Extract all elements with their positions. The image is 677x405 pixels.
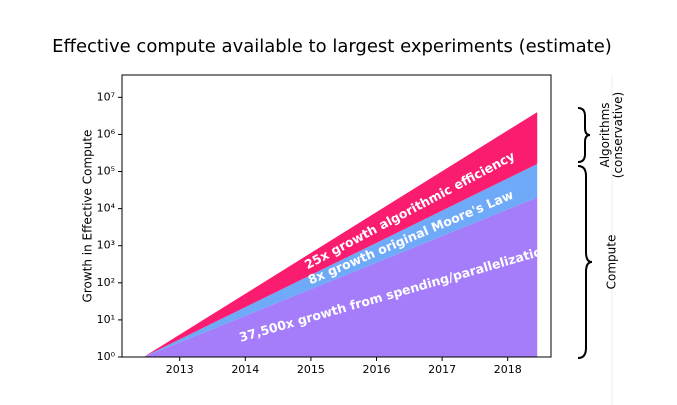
brace: [577, 165, 593, 359]
brace-label: (conservative): [611, 92, 625, 178]
y-tick-label: 10¹: [97, 313, 115, 326]
x-tick-label: 2018: [494, 363, 522, 376]
x-tick-label: 2017: [428, 363, 456, 376]
y-tick-label: 10⁵: [97, 165, 115, 178]
y-tick-label: 10²: [97, 276, 115, 289]
x-tick-label: 2013: [166, 363, 194, 376]
x-tick-label: 2014: [231, 363, 259, 376]
y-axis-label: Growth in Effective Compute: [81, 130, 95, 303]
x-tick-label: 2015: [297, 363, 325, 376]
chart-title: Effective compute available to largest e…: [52, 36, 612, 57]
y-tick-label: 10³: [97, 239, 115, 252]
brace-label: Algorithms: [598, 102, 612, 167]
y-tick-label: 10⁶: [97, 127, 116, 140]
brace: [577, 107, 591, 163]
y-tick-label: 10⁴: [97, 202, 116, 215]
x-tick-label: 2016: [363, 363, 391, 376]
y-tick-label: 10⁷: [97, 90, 115, 103]
y-tick-label: 10⁰: [97, 350, 116, 363]
plot-frame: [121, 74, 552, 358]
brace-label: Compute: [605, 235, 619, 290]
area: [143, 112, 538, 357]
